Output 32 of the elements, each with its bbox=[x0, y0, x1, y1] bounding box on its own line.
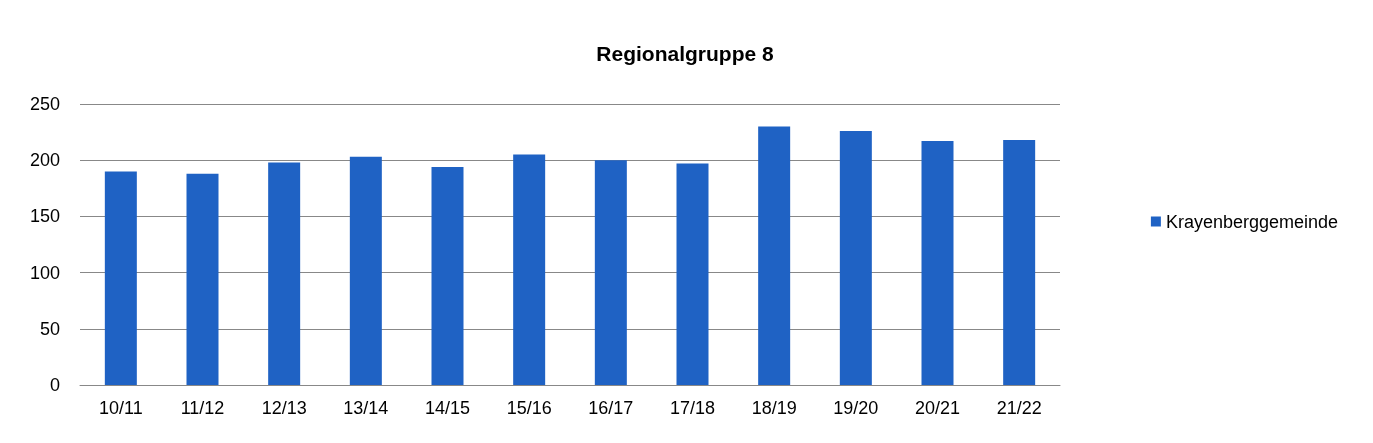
bar bbox=[921, 141, 954, 385]
x-tick-label: 10/11 bbox=[98, 398, 143, 418]
x-tick-label: 17/18 bbox=[669, 398, 716, 418]
y-tick-label: 100 bbox=[29, 262, 60, 283]
x-tick-label: 20/21 bbox=[914, 398, 961, 418]
y-tick-label: 250 bbox=[29, 94, 60, 114]
x-tick-label: 21/22 bbox=[996, 398, 1042, 418]
y-tick-label: 150 bbox=[29, 206, 60, 227]
bar bbox=[186, 173, 219, 385]
x-tick-label: 18/19 bbox=[751, 398, 797, 418]
x-tick-label: 19/20 bbox=[833, 398, 879, 418]
x-tick-label: 11/12 bbox=[180, 398, 225, 418]
bar bbox=[839, 130, 872, 385]
legend-label: Krayenberggemeinde bbox=[1165, 211, 1339, 232]
chart-title: Regionalgruppe 8 bbox=[596, 42, 774, 65]
x-tick-label: 15/16 bbox=[506, 398, 552, 418]
bar bbox=[431, 166, 464, 385]
x-tick-label: 14/15 bbox=[424, 398, 471, 418]
bar bbox=[676, 163, 709, 385]
bar bbox=[513, 154, 546, 385]
y-tick-label: 50 bbox=[39, 318, 60, 339]
bar bbox=[349, 156, 382, 385]
y-tick-label: 0 bbox=[49, 375, 60, 395]
x-tick-label: 12/13 bbox=[261, 398, 307, 418]
y-tick-label: 200 bbox=[29, 150, 60, 171]
bar bbox=[268, 162, 301, 385]
bar bbox=[594, 160, 627, 385]
x-tick-label: 13/14 bbox=[343, 398, 389, 418]
x-tick-label: 16/17 bbox=[588, 398, 634, 418]
bar bbox=[758, 126, 791, 385]
bar bbox=[1003, 139, 1036, 385]
bar bbox=[104, 171, 137, 385]
